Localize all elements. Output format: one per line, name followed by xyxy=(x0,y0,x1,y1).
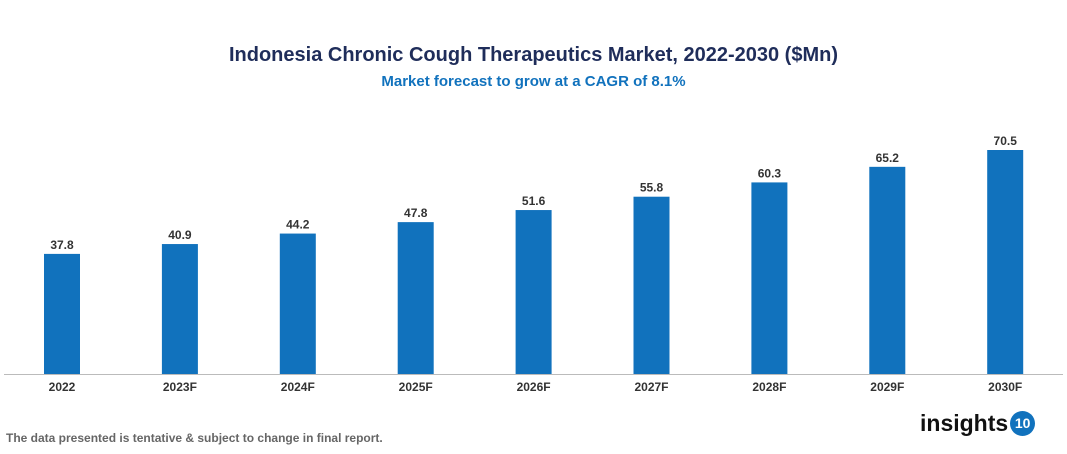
x-tick-label-2024F: 2024F xyxy=(281,380,315,394)
data-label-2028F: 60.3 xyxy=(758,166,782,180)
x-tick-label-2023F: 2023F xyxy=(163,380,197,394)
data-label-2025F: 47.8 xyxy=(404,206,428,220)
x-tick-label-2030F: 2030F xyxy=(988,380,1022,394)
x-tick-label-2028F: 2028F xyxy=(752,380,786,394)
bar-2027F xyxy=(633,196,670,374)
data-label-2023F: 40.9 xyxy=(168,228,192,242)
bar-2023F xyxy=(161,244,198,374)
bar-chart: 37.8 2022 40.9 2023F 44.2 2024F 47.8 2025F 51.6 2… xyxy=(4,134,1063,394)
x-tick-label-2025F: 2025F xyxy=(399,380,433,394)
bar-2028F xyxy=(751,182,788,374)
data-label-2022: 37.8 xyxy=(50,238,74,252)
data-label-2027F: 55.8 xyxy=(640,181,664,195)
bar-2024F xyxy=(279,233,316,374)
x-tick-label-2026F: 2026F xyxy=(517,380,551,394)
bar-2030F xyxy=(987,150,1024,374)
bar-2026F xyxy=(515,210,552,374)
bar-2029F xyxy=(869,166,906,374)
bar-2022 xyxy=(44,253,80,374)
chart-subtitle: Market forecast to grow at a CAGR of 8.1… xyxy=(381,73,686,90)
chart-title: Indonesia Chronic Cough Therapeutics Mar… xyxy=(228,44,839,66)
bar-2025F xyxy=(397,222,434,374)
data-label-2024F: 44.2 xyxy=(286,218,310,232)
x-tick-label-2029F: 2029F xyxy=(870,380,904,394)
data-label-2030F: 70.5 xyxy=(994,134,1018,148)
data-label-2029F: 65.2 xyxy=(876,151,900,165)
x-tick-label-2022: 2022 xyxy=(49,380,76,394)
logo-text: insights xyxy=(920,410,1009,436)
data-label-2026F: 51.6 xyxy=(522,194,546,208)
insights10-logo: insights 10 xyxy=(920,410,1036,437)
logo-number: 10 xyxy=(1010,411,1036,436)
x-tick-label-2027F: 2027F xyxy=(634,380,668,394)
disclaimer-note: The data presented is tentative & subjec… xyxy=(6,431,383,445)
